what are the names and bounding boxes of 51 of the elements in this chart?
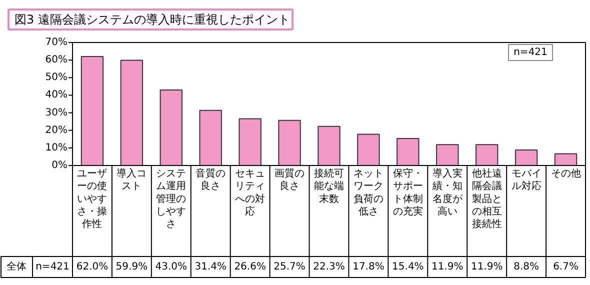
bar	[120, 60, 144, 166]
data-label: 22.3%	[313, 262, 345, 272]
bar	[554, 153, 578, 166]
x-tick-label: 他社遠隔会議製品との相互接続性	[472, 168, 502, 230]
data-label: 26.6%	[234, 262, 266, 272]
x-tick-label: 接続可能な端末数	[314, 168, 344, 205]
bar	[318, 126, 340, 166]
text: n=421	[36, 262, 70, 272]
data-label: 17.8%	[352, 262, 384, 272]
y-tick-label: 0%	[52, 160, 68, 171]
data-label: 15.4%	[392, 262, 424, 272]
x-tick-label: 導入実績・知名度が高い	[431, 168, 464, 218]
y-tick-label: 10%	[45, 142, 68, 154]
x-tick-label: セキュリティへの対応	[235, 168, 266, 218]
bar	[160, 89, 183, 166]
x-tick-label: 導入コスト	[116, 168, 147, 192]
bar	[514, 150, 538, 166]
y-tick-label: 40%	[45, 90, 68, 101]
data-label: 6.7%	[553, 262, 578, 272]
data-label: 62.0%	[76, 262, 108, 272]
x-tick-label: 音質の良さ	[196, 168, 226, 192]
bar	[475, 144, 498, 166]
bar	[357, 134, 380, 166]
x-tick-label: 画質の良さ	[274, 168, 305, 192]
x-tick-label: ユーザーの使いやすさ・操作性	[77, 168, 108, 230]
x-tick-label: システム運用管理のしやすさ	[156, 168, 186, 230]
bar	[278, 120, 301, 166]
y-tick-label: 30%	[45, 107, 68, 118]
data-label: 25.7%	[274, 262, 306, 272]
bar	[396, 138, 420, 166]
y-tick-label: 60%	[45, 54, 68, 66]
bar	[80, 56, 104, 166]
data-label: 11.9%	[432, 262, 464, 272]
data-label: 31.4%	[194, 262, 227, 272]
x-tick-label: その他	[550, 168, 581, 180]
data-label: 59.9%	[116, 262, 148, 272]
y-tick-label: 50%	[45, 72, 68, 84]
x-tick-label: ネットワーク負荷の低さ	[353, 168, 384, 218]
chart-title: 図3 遠隔会議システムの導入時に重視したポイント	[14, 12, 290, 26]
text: 全体	[6, 260, 26, 272]
bar	[436, 144, 459, 166]
annotation: n=421	[514, 47, 548, 58]
data-label: 43.0%	[155, 262, 188, 272]
bar	[238, 118, 262, 166]
data-label: 8.8%	[514, 262, 540, 272]
data-label: 11.9%	[470, 262, 503, 272]
bar	[199, 110, 222, 166]
x-tick-label: 保守・サポート体制の充実	[392, 168, 423, 218]
y-tick-label: 20%	[45, 124, 68, 136]
y-tick-label: 70%	[45, 37, 68, 48]
x-tick-label: モバイル対応	[511, 168, 542, 192]
